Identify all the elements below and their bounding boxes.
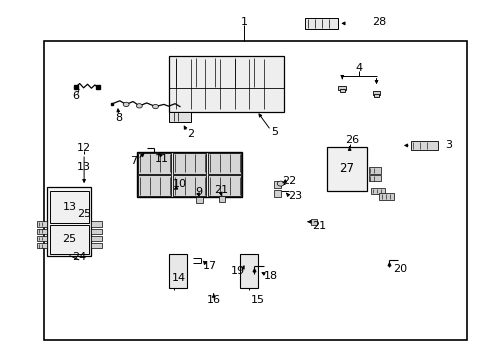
- Text: 25: 25: [77, 209, 91, 219]
- Text: 1: 1: [241, 17, 247, 27]
- Text: 15: 15: [250, 294, 264, 305]
- Text: 22: 22: [282, 176, 296, 186]
- Bar: [338, 86, 346, 90]
- Text: 12: 12: [77, 143, 91, 153]
- Bar: [310, 219, 317, 225]
- Text: 14: 14: [171, 273, 185, 283]
- Circle shape: [136, 104, 142, 108]
- Bar: [273, 181, 280, 188]
- Bar: [326, 147, 366, 191]
- Bar: [138, 175, 171, 196]
- Circle shape: [123, 102, 129, 107]
- Text: 28: 28: [371, 17, 386, 27]
- Bar: [91, 229, 102, 234]
- Text: 4: 4: [355, 63, 362, 73]
- Text: 17: 17: [203, 261, 217, 271]
- Circle shape: [152, 104, 158, 109]
- Bar: [410, 141, 437, 150]
- Text: 5: 5: [271, 127, 278, 137]
- Text: 13: 13: [62, 202, 76, 212]
- Bar: [370, 188, 385, 194]
- Bar: [273, 190, 280, 197]
- Text: 16: 16: [206, 294, 220, 305]
- Text: 3: 3: [445, 140, 451, 150]
- Bar: [207, 175, 241, 196]
- Bar: [368, 175, 380, 181]
- Text: 21: 21: [214, 185, 227, 195]
- Text: 8: 8: [115, 113, 122, 123]
- Text: 9: 9: [195, 186, 202, 197]
- Bar: [379, 193, 393, 200]
- Bar: [168, 56, 283, 112]
- Bar: [195, 197, 203, 203]
- Bar: [91, 243, 102, 248]
- Bar: [168, 112, 190, 122]
- Bar: [168, 254, 187, 288]
- Text: 18: 18: [264, 271, 277, 281]
- Text: 25: 25: [62, 234, 76, 244]
- Bar: [37, 221, 47, 227]
- Bar: [373, 94, 378, 97]
- Bar: [91, 236, 102, 241]
- Text: 21: 21: [312, 221, 325, 231]
- Text: 11: 11: [154, 154, 168, 164]
- Bar: [173, 175, 205, 196]
- Text: 27: 27: [339, 162, 353, 175]
- Bar: [218, 196, 225, 202]
- Text: 23: 23: [288, 191, 302, 201]
- Bar: [368, 167, 380, 174]
- Text: 24: 24: [72, 252, 86, 262]
- Bar: [138, 153, 171, 174]
- Bar: [47, 187, 91, 256]
- Bar: [372, 91, 380, 95]
- Bar: [37, 236, 47, 241]
- Text: 20: 20: [392, 264, 406, 274]
- Bar: [50, 191, 89, 223]
- Bar: [44, 41, 466, 340]
- Bar: [239, 254, 258, 288]
- Bar: [37, 243, 47, 248]
- Circle shape: [277, 181, 284, 186]
- Bar: [91, 221, 102, 227]
- Bar: [137, 152, 242, 197]
- Bar: [50, 225, 89, 254]
- Bar: [207, 153, 241, 174]
- Text: 7: 7: [130, 156, 137, 166]
- Text: 10: 10: [173, 179, 186, 189]
- Bar: [37, 229, 47, 234]
- Bar: [305, 18, 338, 29]
- Text: 6: 6: [72, 91, 79, 102]
- Bar: [339, 89, 344, 92]
- Text: 13: 13: [77, 162, 91, 172]
- Text: 19: 19: [231, 266, 244, 276]
- Text: 26: 26: [345, 135, 358, 145]
- Text: 2: 2: [187, 129, 194, 139]
- Bar: [173, 153, 205, 174]
